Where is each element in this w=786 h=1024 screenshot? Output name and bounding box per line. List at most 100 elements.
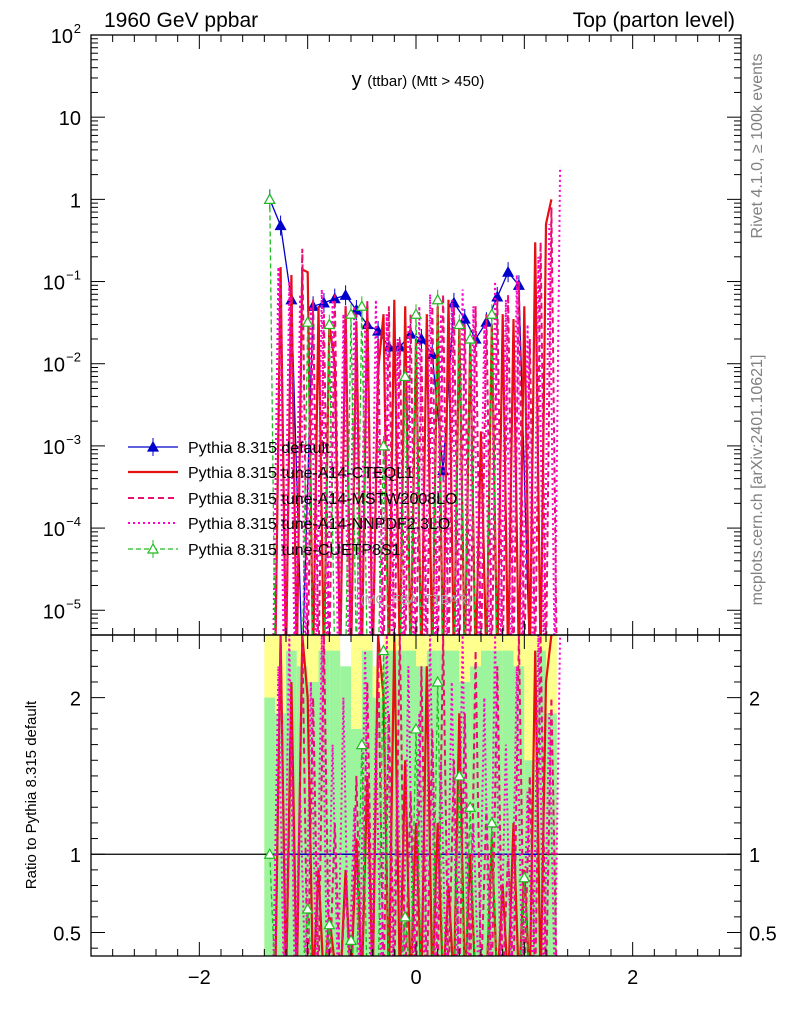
ratio-y-tick-label-right: 2 <box>749 689 760 711</box>
y-ticks-top <box>91 34 741 629</box>
data-marker <box>274 219 287 231</box>
x-ticks <box>90 35 742 956</box>
band-green-bin <box>524 760 536 956</box>
y-tick-base: 10 <box>51 26 73 48</box>
legend-label: Pythia 8.315 tune-A14-NNPDF2.3LO <box>188 516 450 533</box>
y-tick-label-top: 10 <box>59 108 81 130</box>
y-tick-label-top: 10 −4 <box>43 514 81 541</box>
ratio-y-tick-label-left: 0.5 <box>53 924 81 946</box>
y-tick-base: 10 <box>43 601 65 623</box>
x-tick-label: 2 <box>627 967 638 989</box>
y-tick-label-top: 10 2 <box>51 21 81 48</box>
y-tick-exp: −1 <box>66 268 81 283</box>
y-tick-base: 10 <box>43 437 65 459</box>
legend-item: Pythia 8.315 tune-A14-MSTW2008LO <box>128 491 457 508</box>
legend-item: Pythia 8.315 tune-CUETP8S1 <box>128 540 401 559</box>
ratio-marker <box>399 910 412 922</box>
data-marker <box>485 308 498 319</box>
y-tick-label-top: 1 <box>70 190 81 212</box>
legend: Pythia 8.315 default Pythia 8.315 tune-A1… <box>128 438 457 559</box>
band-green-bin <box>318 650 330 956</box>
band-green-bin <box>502 650 514 956</box>
side-label-mcplots: mcplots.cern.ch [arXiv:2401.10621] <box>749 355 766 606</box>
band-green-bin <box>383 650 395 956</box>
data-marker <box>453 318 466 330</box>
series-line <box>269 199 498 635</box>
band-green-bin <box>448 650 460 956</box>
x-tick-label: −2 <box>188 967 211 989</box>
data-marker <box>263 193 276 204</box>
data-marker <box>344 308 358 319</box>
ratio-marker <box>464 801 477 812</box>
legend-item: Pythia 8.315 tune-A14-CTEQL1 <box>128 465 414 482</box>
y-tick-label-top: 10 −1 <box>43 268 81 295</box>
y-tick-label-top: 10 −5 <box>43 596 81 623</box>
data-marker <box>447 296 460 308</box>
header-left: 1960 GeV ppbar <box>104 9 258 32</box>
ratio-marker <box>409 722 423 734</box>
band-green-bin <box>546 713 557 956</box>
y-tick-base: 1 <box>70 190 81 212</box>
series-top-4 <box>263 189 498 635</box>
data-marker <box>355 300 368 311</box>
data-marker <box>464 332 477 344</box>
ratio-y-tick-label-left: 1 <box>70 845 81 867</box>
y-tick-exp: 2 <box>74 21 81 36</box>
data-marker <box>377 439 390 451</box>
y-tick-exp: −2 <box>66 350 81 365</box>
data-marker <box>317 296 330 308</box>
data-marker <box>323 318 336 330</box>
band-green-bin <box>481 650 492 956</box>
legend-marker <box>146 440 160 452</box>
y-tick-base: 10 <box>43 519 65 541</box>
legend-label: Pythia 8.315 tune-A14-MSTW2008LO <box>188 491 457 508</box>
y-ticks-ratio <box>91 634 741 949</box>
legend-label: Pythia 8.315 tune-A14-CTEQL1 <box>188 465 414 482</box>
data-marker <box>409 308 423 319</box>
data-marker <box>431 293 444 305</box>
band-green-bin <box>459 681 471 956</box>
ratio-marker <box>485 816 498 828</box>
band-green-bin <box>372 697 384 956</box>
band-green-bin <box>296 666 308 956</box>
y-tick-base: 10 <box>59 108 81 130</box>
side-label-rivet: Rivet 4.1.0, ≥ 100k events <box>749 54 766 239</box>
series-ratio-3 <box>272 635 562 956</box>
band-green-bin <box>275 713 286 956</box>
ratio-marker <box>323 918 336 930</box>
plot-title-main: y <box>352 69 368 91</box>
x-tick-label: 0 <box>410 967 421 989</box>
series-ratio-4 <box>263 644 531 956</box>
band-green-bin <box>264 697 276 956</box>
band-green-bin <box>394 650 406 956</box>
ratio-y-axis-label: Ratio to Pythia 8.315 default <box>23 700 40 889</box>
legend-marker <box>146 542 160 554</box>
legend-item: Pythia 8.315 default <box>128 438 330 457</box>
legend-label: Pythia 8.315 default <box>188 440 330 457</box>
plot-title: y (ttbar) (Mtt > 450) <box>352 69 485 91</box>
y-tick-exp: −5 <box>66 596 81 611</box>
ratio-marker <box>453 769 466 781</box>
ratio-y-tick-label-right: 1 <box>749 845 760 867</box>
legend-item: Pythia 8.315 tune-A14-NNPDF2.3LO <box>128 516 450 533</box>
ratio-marker <box>377 644 390 656</box>
ratio-marker <box>301 902 314 914</box>
y-tick-base: 10 <box>43 273 65 295</box>
band-green-bin <box>437 650 449 956</box>
data-marker <box>339 289 352 300</box>
y-tick-exp: −3 <box>66 432 81 447</box>
ratio-y-tick-label-right: 0.5 <box>749 924 777 946</box>
y-tick-label-top: 10 −2 <box>43 350 81 377</box>
data-marker <box>301 315 314 327</box>
data-marker <box>502 265 515 277</box>
band-green-bin <box>286 650 297 956</box>
ratio-marker <box>431 675 444 687</box>
y-tick-exp: −4 <box>66 514 81 529</box>
data-marker <box>399 370 412 382</box>
ratio-y-tick-label-left: 2 <box>70 689 81 711</box>
band-green-bin <box>426 650 438 956</box>
legend-label: Pythia 8.315 tune-CUETP8S1 <box>188 542 401 559</box>
series-top-2 <box>274 207 558 635</box>
